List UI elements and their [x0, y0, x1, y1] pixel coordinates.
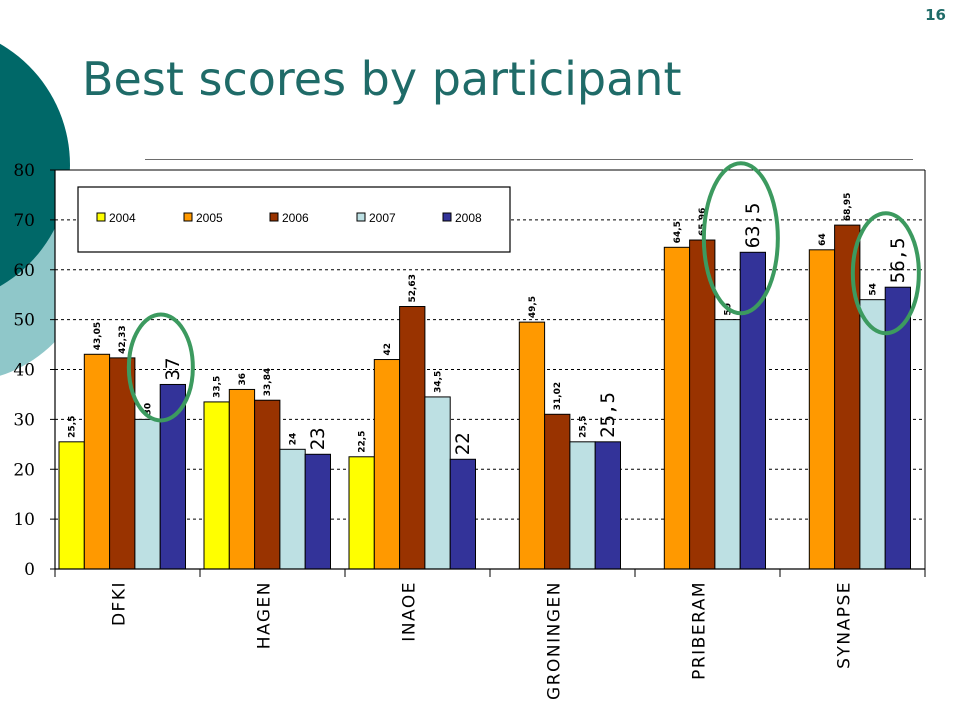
legend-label: 2005 [196, 211, 223, 225]
data-label: 52,63 [408, 274, 418, 302]
data-label: 25,5 [68, 416, 78, 438]
x-category-label: DFKI [110, 581, 130, 626]
x-category-label: GRONINGEN [545, 581, 565, 700]
data-label: 63,5 [742, 203, 764, 249]
data-label: 43,05 [93, 322, 103, 350]
legend-box [77, 186, 511, 253]
data-label: 64,5 [673, 221, 683, 243]
y-tick-label: 60 [13, 261, 35, 281]
data-label: 34,5 [434, 371, 444, 393]
data-label: 22 [452, 432, 474, 455]
data-label: 23 [307, 427, 329, 450]
legend-swatch [356, 212, 366, 222]
y-tick-label: 20 [13, 460, 35, 480]
data-label: 33,84 [263, 368, 273, 396]
chart-legend: 2004 2005 2006 2007 2008 [77, 186, 511, 253]
bar [228, 388, 256, 570]
bar [834, 224, 861, 570]
bar [663, 246, 691, 570]
bar [689, 239, 716, 570]
bar [569, 441, 596, 570]
legend-swatch [269, 212, 279, 222]
slide-title: Best scores by participant [82, 52, 682, 106]
x-category-label: INAOE [400, 581, 420, 642]
bar [739, 251, 767, 570]
decorative-circle-dark [0, 43, 70, 287]
y-tick-label: 50 [13, 311, 35, 331]
highlight-circle-dfki [126, 312, 195, 423]
bar [134, 418, 161, 570]
legend-label: 2008 [455, 211, 482, 225]
data-label: 42,33 [118, 325, 128, 353]
bar [424, 396, 451, 570]
legend-label: 2007 [369, 211, 396, 225]
bar [544, 413, 571, 570]
highlight-circle-synapse [850, 211, 921, 336]
legend-swatch [442, 212, 452, 222]
bar [808, 249, 836, 570]
bar [304, 453, 332, 570]
page-number: 16 [925, 6, 946, 24]
data-label: 24 [289, 433, 299, 446]
data-label: 30 [144, 403, 154, 416]
data-label: 64 [818, 233, 828, 246]
data-label: 36 [238, 373, 248, 386]
bar [348, 456, 375, 570]
x-category-label: SYNAPSE [835, 581, 855, 669]
x-category-label: PRIBERAM [690, 581, 710, 680]
bar [594, 441, 622, 570]
y-tick-label: 30 [13, 410, 35, 430]
bar [83, 353, 111, 570]
data-label: 33,5 [213, 376, 223, 398]
bar [449, 458, 477, 570]
bar [203, 401, 230, 570]
data-label: 37 [162, 358, 184, 381]
x-category-label: HAGEN [255, 581, 275, 649]
data-label: 25,5 [579, 416, 589, 438]
bar [714, 319, 741, 570]
legend-label: 2006 [282, 211, 309, 225]
y-tick-label: 70 [13, 211, 35, 231]
data-label: 68,95 [843, 193, 853, 221]
legend-swatch [183, 212, 193, 222]
bar [373, 359, 401, 570]
bar [518, 321, 546, 570]
legend-label: 2004 [109, 211, 136, 225]
bar [58, 441, 85, 570]
highlight-circle-priberam [701, 161, 780, 316]
data-label: 31,02 [553, 382, 563, 410]
data-label: 42 [383, 343, 393, 356]
bar [254, 399, 281, 570]
y-tick-label: 0 [24, 560, 35, 580]
legend-swatch [96, 212, 106, 222]
y-tick-label: 80 [13, 161, 35, 181]
bar [859, 299, 886, 570]
data-label: 25,5 [597, 392, 619, 438]
data-label: 54 [869, 283, 879, 296]
data-label: 56,5 [887, 237, 909, 283]
y-tick-label: 10 [13, 510, 35, 530]
data-label: 49,5 [528, 296, 538, 318]
bar [159, 383, 186, 570]
bar [279, 448, 306, 570]
bar [399, 306, 426, 570]
y-tick-label: 40 [13, 361, 35, 381]
data-label: 22,5 [358, 431, 368, 453]
title-divider [145, 159, 913, 160]
highlight-circles [126, 161, 921, 423]
